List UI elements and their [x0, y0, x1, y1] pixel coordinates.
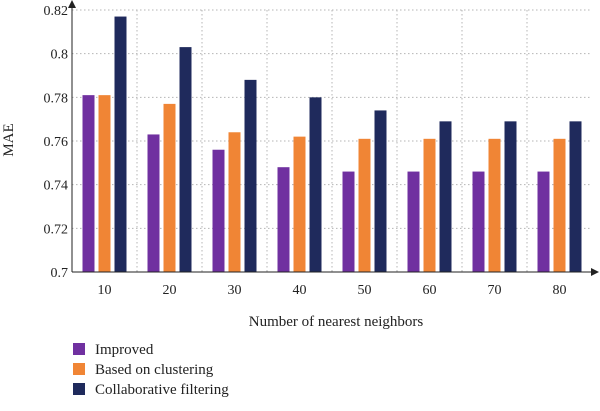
y-tick-label: 0.7	[51, 266, 69, 281]
legend-swatch	[73, 343, 85, 355]
bar	[98, 95, 111, 273]
bar	[212, 149, 225, 272]
x-axis-arrow	[591, 268, 599, 276]
y-axis-arrow	[68, 0, 76, 8]
bar	[179, 47, 192, 272]
bar	[423, 138, 436, 272]
bar	[147, 134, 160, 272]
x-tick-label: 80	[553, 283, 567, 298]
x-tick-labels: 10 20 30 40 50 60 70 80	[98, 283, 567, 298]
bar	[439, 121, 452, 272]
bar	[114, 16, 127, 272]
x-tick-label: 40	[293, 283, 307, 298]
y-tick-label: 0.78	[44, 91, 69, 106]
legend-label: Improved	[95, 342, 154, 358]
bars	[82, 16, 582, 273]
legend-label: Collaborative filtering	[95, 382, 229, 398]
x-tick-label: 30	[228, 283, 242, 298]
y-tick-label: 0.82	[44, 4, 69, 19]
x-tick-label: 50	[358, 283, 372, 298]
bar	[374, 110, 387, 272]
bar	[407, 171, 420, 272]
legend-label: Based on clustering	[95, 362, 214, 378]
bar	[504, 121, 517, 272]
legend: Improved Based on clustering Collaborative…	[73, 342, 229, 398]
bar	[277, 167, 290, 272]
x-tick-label: 60	[423, 283, 437, 298]
y-tick-label: 0.74	[44, 179, 69, 194]
bar	[293, 136, 306, 272]
bar	[472, 171, 485, 272]
y-axis-label: MAE	[1, 123, 17, 156]
bar	[244, 79, 257, 272]
bar	[553, 138, 566, 272]
y-tick-label: 0.8	[51, 48, 69, 63]
legend-swatch	[73, 383, 85, 395]
y-tick-label: 0.76	[44, 135, 69, 150]
x-axis-label: Number of nearest neighbors	[249, 314, 424, 330]
bar	[488, 138, 501, 272]
legend-swatch	[73, 363, 85, 375]
bar	[358, 138, 371, 272]
axes	[68, 0, 599, 276]
x-tick-label: 70	[488, 283, 502, 298]
bar	[228, 132, 241, 272]
bar	[309, 97, 322, 272]
x-tick-label: 20	[163, 283, 177, 298]
bar	[569, 121, 582, 272]
bar	[342, 171, 355, 272]
bar	[82, 95, 95, 273]
bar	[163, 103, 176, 272]
y-tick-labels: 0.7 0.72 0.74 0.76 0.78 0.8 0.82	[44, 4, 69, 281]
bar	[537, 171, 550, 272]
y-tick-label: 0.72	[44, 222, 69, 237]
x-tick-label: 10	[98, 283, 112, 298]
